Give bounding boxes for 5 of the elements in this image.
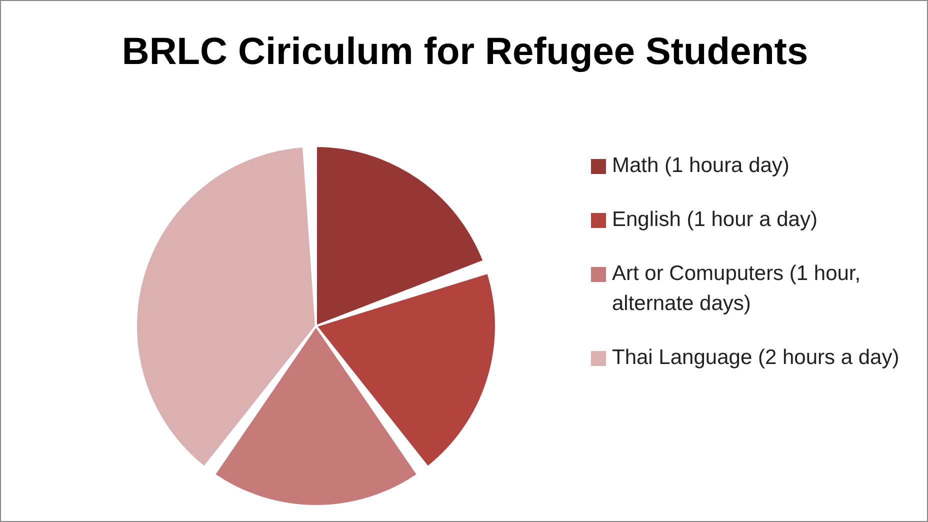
chart-title: BRLC Ciriculum for Refugee Students [120,31,810,74]
legend-label: English (1 hour a day) [612,207,818,233]
legend-label: Art or Comuputers (1 hour, alternate days) [612,261,862,317]
legend-label: Thai Language (2 hours a day) [612,345,900,371]
legend-label: Math (1 houra day) [612,153,790,179]
